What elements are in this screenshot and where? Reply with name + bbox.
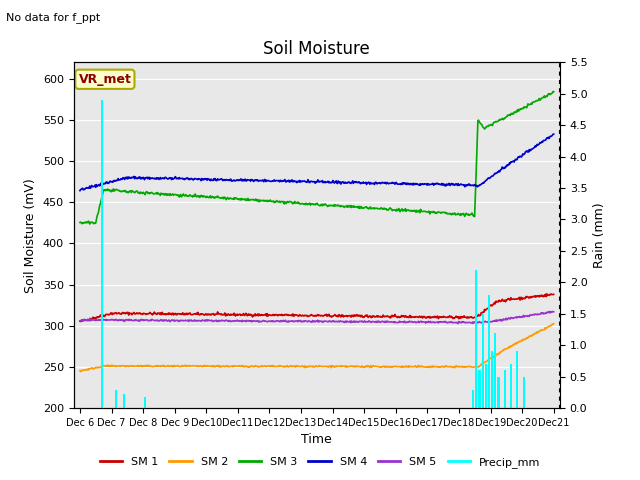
Bar (101, 100, 103, 408)
Text: No data for f_ppt: No data for f_ppt (6, 12, 100, 23)
Bar (475, 270, 477, 408)
Title: Soil Moisture: Soil Moisture (264, 40, 370, 58)
Legend: SM 1, SM 2, SM 3, SM 4, SM 5, Precip_mm: SM 1, SM 2, SM 3, SM 4, SM 5, Precip_mm (95, 452, 545, 472)
Bar (494, 333, 497, 408)
Bar (115, 390, 117, 408)
Y-axis label: Soil Moisture (mV): Soil Moisture (mV) (24, 178, 37, 293)
Bar (488, 295, 490, 408)
Bar (472, 390, 474, 408)
Y-axis label: Rain (mm): Rain (mm) (593, 203, 606, 268)
Bar (523, 377, 525, 408)
Bar (504, 370, 506, 408)
Bar (516, 351, 518, 408)
Bar (143, 396, 146, 408)
Bar (481, 314, 484, 408)
X-axis label: Time: Time (301, 433, 332, 446)
Bar (497, 377, 499, 408)
Bar (510, 364, 512, 408)
Text: VR_met: VR_met (79, 73, 131, 86)
Bar (491, 351, 493, 408)
Bar (123, 394, 125, 408)
Bar (478, 370, 481, 408)
Bar (484, 364, 487, 408)
